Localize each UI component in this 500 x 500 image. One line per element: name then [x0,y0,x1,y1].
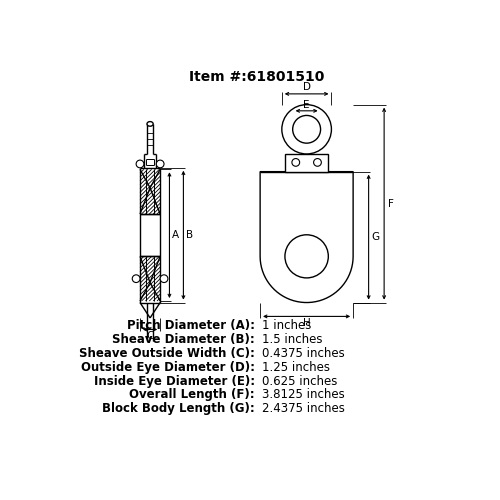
Text: Overall Length (F):: Overall Length (F): [129,388,254,402]
Text: 0.4375 inches: 0.4375 inches [262,347,345,360]
Circle shape [136,160,144,168]
Text: 2.4375 inches: 2.4375 inches [262,402,345,415]
Text: 1 inches: 1 inches [262,319,312,332]
Text: H: H [303,318,310,328]
Text: Block Body Length (G):: Block Body Length (G): [102,402,255,415]
Text: Sheave Diameter (B):: Sheave Diameter (B): [112,333,255,346]
Text: G: G [372,232,380,242]
Text: 3.8125 inches: 3.8125 inches [262,388,345,402]
FancyBboxPatch shape [285,154,329,172]
Circle shape [314,158,322,166]
Text: Inside Eye Diameter (E):: Inside Eye Diameter (E): [94,374,254,388]
Text: Outside Eye Diameter (D):: Outside Eye Diameter (D): [80,360,254,374]
Text: E: E [304,100,310,110]
Circle shape [292,116,320,143]
Text: Item #:61801510: Item #:61801510 [188,70,324,84]
Polygon shape [260,172,353,302]
Circle shape [292,158,300,166]
Circle shape [132,275,140,282]
Circle shape [156,160,164,168]
Text: C: C [146,332,154,342]
Text: 1.25 inches: 1.25 inches [262,360,330,374]
Text: D: D [302,82,310,92]
Circle shape [160,275,168,282]
Text: F: F [388,198,394,208]
Text: B: B [186,230,193,240]
Text: Sheave Outside Width (C):: Sheave Outside Width (C): [79,347,254,360]
Circle shape [282,104,332,154]
Circle shape [285,235,329,278]
Text: 1.5 inches: 1.5 inches [262,333,323,346]
Text: A: A [172,230,179,240]
Text: 0.625 inches: 0.625 inches [262,374,338,388]
Text: Pitch Diameter (A):: Pitch Diameter (A): [126,319,254,332]
Ellipse shape [147,122,153,126]
